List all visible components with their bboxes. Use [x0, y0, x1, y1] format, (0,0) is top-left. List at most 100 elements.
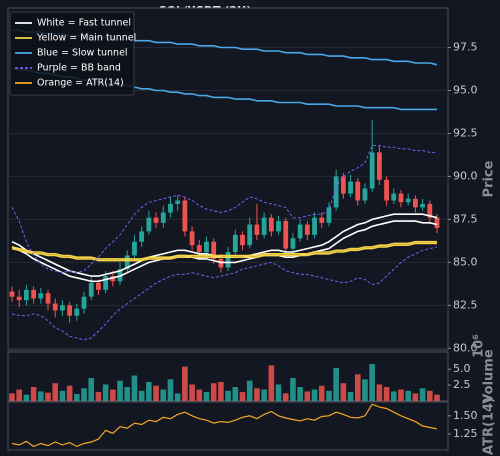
volume-bar — [333, 367, 339, 401]
candle-body — [16, 296, 22, 301]
volume-bar — [218, 381, 224, 401]
volume-bar — [254, 388, 260, 401]
candle-body — [146, 217, 152, 232]
volume-bar — [153, 385, 159, 401]
volume-bar — [16, 389, 23, 401]
volume-bar — [297, 387, 303, 401]
candle-body — [182, 200, 188, 232]
volume-bar — [102, 384, 109, 401]
candle-body — [434, 217, 440, 228]
legend-label: Blue = Slow tunnel — [37, 48, 128, 59]
candle-body — [88, 282, 94, 297]
volume-bar — [9, 393, 15, 401]
y-tick-label: 90.0 — [453, 169, 478, 182]
candle-body — [290, 238, 296, 249]
candle-body — [340, 176, 346, 194]
candle-body — [247, 224, 253, 246]
candle-body — [420, 203, 425, 208]
volume-bar — [59, 390, 66, 401]
volume-bar — [182, 366, 188, 401]
legend-label: White = Fast tunnel — [37, 18, 131, 29]
candle-body — [31, 289, 37, 299]
candle-body — [124, 255, 130, 270]
y-tick-label: 1.25 — [453, 427, 478, 440]
volume-bar — [232, 387, 239, 401]
volume-bar — [110, 389, 116, 401]
candle-body — [376, 152, 382, 180]
volume-bar — [412, 393, 419, 401]
atr-line — [11, 403, 438, 448]
volume-bar — [131, 375, 138, 401]
volume-bar — [275, 384, 282, 401]
candle-body — [276, 221, 281, 232]
candle-body — [9, 291, 15, 297]
volume-bar — [167, 379, 174, 401]
overlay-line — [11, 220, 438, 283]
candle-body — [254, 224, 260, 235]
volume-bar — [362, 379, 368, 401]
volume-bar — [23, 394, 30, 401]
candle-body — [81, 296, 87, 309]
volume-bar — [239, 392, 246, 401]
y-tick-label: 92.5 — [453, 126, 478, 139]
volume-bar — [196, 389, 203, 401]
overlay-line — [11, 246, 438, 341]
y-tick-label: 95.0 — [453, 83, 478, 96]
candle-body — [297, 224, 303, 239]
volume-bar — [225, 390, 231, 401]
candle-body — [52, 303, 58, 311]
candle-body — [319, 217, 325, 223]
candle-body — [355, 181, 361, 201]
candle-body — [60, 305, 65, 311]
candle-body — [391, 193, 397, 201]
legend-box — [9, 11, 135, 96]
candle-body — [96, 282, 101, 290]
candle-body — [160, 212, 166, 223]
candle-body — [153, 217, 159, 223]
candle-body — [232, 234, 238, 253]
volume-bar — [146, 381, 152, 401]
y-tick-label: 5.0 — [453, 362, 471, 375]
volume-bar — [138, 390, 145, 401]
candle-body — [189, 231, 195, 246]
volume-bar — [74, 394, 80, 401]
volume-bar — [347, 392, 354, 401]
panel-frame — [7, 401, 449, 451]
candle-body — [333, 176, 339, 208]
volume-bar — [369, 364, 375, 401]
candle-body — [312, 217, 317, 235]
volume-bar — [282, 393, 289, 401]
volume-bar — [383, 387, 390, 401]
candle-body — [427, 203, 433, 218]
y-tick-label: 85.0 — [453, 255, 478, 268]
y-tick-label: 82.5 — [453, 298, 478, 311]
y-tick-label: 80.0 — [453, 341, 478, 354]
candle-body — [196, 245, 202, 253]
candle-body — [24, 289, 29, 301]
volume-bar — [210, 383, 217, 401]
volume-bar — [434, 394, 440, 401]
overlay-line — [11, 145, 437, 274]
volume-bar — [390, 391, 397, 401]
candle-body — [240, 234, 245, 246]
legend-label: Orange = ATR(14) — [37, 78, 124, 89]
volume-bar — [354, 374, 361, 401]
y-tick-label: 87.5 — [453, 212, 478, 225]
overlay-line — [11, 242, 437, 262]
candle-body — [204, 241, 209, 253]
candle-body — [348, 181, 353, 194]
candle-body — [218, 258, 224, 268]
volume-bar — [426, 390, 433, 401]
y-axis-label: Volume — [482, 349, 497, 404]
volume-bar — [160, 389, 167, 401]
candle-body — [67, 305, 73, 316]
candle-body — [362, 188, 368, 201]
volume-bar — [203, 392, 210, 401]
candle-body — [412, 198, 418, 208]
volume-bar — [189, 384, 195, 401]
candle-body — [132, 241, 137, 256]
volume-bar — [174, 393, 181, 401]
volume-bar — [52, 383, 59, 401]
volume-bar — [398, 389, 404, 401]
